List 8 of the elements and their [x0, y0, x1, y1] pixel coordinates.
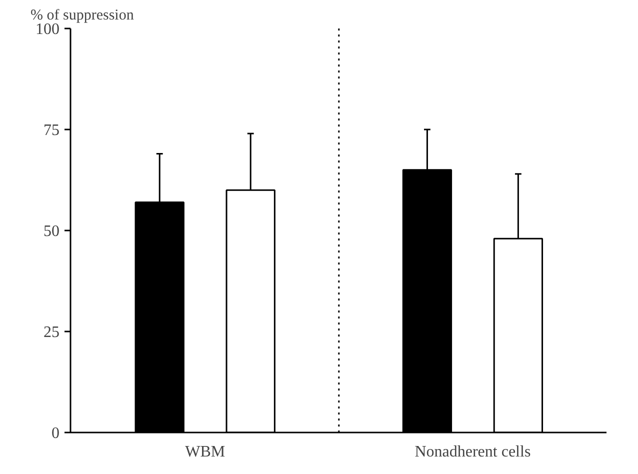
- x-tick-label: Nonadherent cells: [414, 444, 531, 460]
- x-tick-label: WBM: [185, 444, 226, 460]
- y-tick-label: 50: [44, 223, 60, 240]
- y-tick-label: 100: [36, 21, 60, 38]
- y-tick-label: 25: [44, 324, 60, 341]
- y-tick-label: 75: [44, 122, 60, 139]
- y-tick-label: 0: [52, 425, 60, 442]
- y-axis-title: % of suppression: [30, 8, 134, 24]
